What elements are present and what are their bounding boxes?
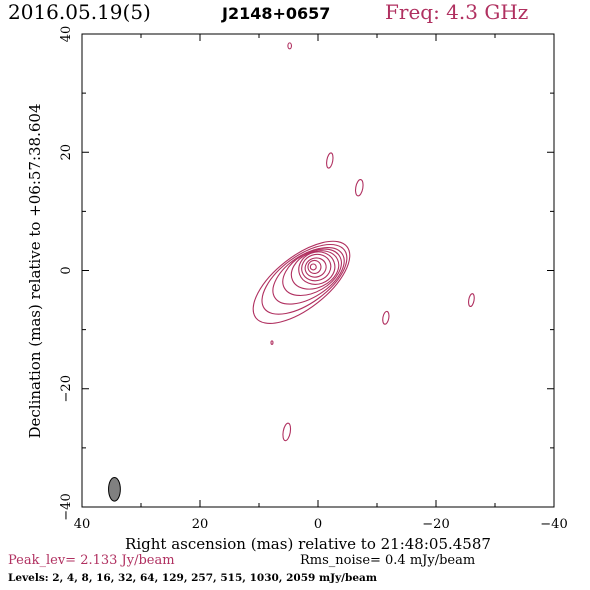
isolated-contour xyxy=(354,179,364,197)
y-tick-label: 20 xyxy=(59,144,74,161)
axes-layer xyxy=(81,33,555,508)
core-contour xyxy=(307,259,322,275)
y-tick-label: 40 xyxy=(59,26,74,43)
core-contour xyxy=(298,251,336,285)
contour-levels: Levels: 2, 4, 8, 16, 32, 64, 129, 257, 5… xyxy=(8,572,377,584)
x-axis-label: Right ascension (mas) relative to 21:48:… xyxy=(125,535,491,553)
isolated-contour xyxy=(270,340,274,345)
isolated-contour xyxy=(282,422,292,442)
tick-labels-layer: 40 20 0 −20 −40 −40 −20 0 20 40 xyxy=(59,26,568,532)
beam-layer xyxy=(108,476,121,502)
isolated-contour xyxy=(287,42,293,50)
x-tick-label: 40 xyxy=(74,517,91,532)
core-contour xyxy=(272,247,345,305)
rms-noise: Rms_noise= 0.4 mJy/beam xyxy=(300,553,476,568)
peak-level: Peak_lev= 2.133 Jy/beam xyxy=(8,553,175,568)
frequency-label: Freq: 4.3 GHz xyxy=(385,0,529,24)
core-contour xyxy=(261,243,348,315)
x-tick-label: −40 xyxy=(540,517,567,532)
isolated-contour xyxy=(382,310,390,325)
y-tick-label: 0 xyxy=(59,266,74,274)
core-contour xyxy=(290,250,340,290)
y-axis-label: Declination (mas) relative to +06:57:38.… xyxy=(26,103,44,438)
core-contour xyxy=(301,253,332,282)
isolated-contour xyxy=(326,152,334,169)
x-tick-label: 20 xyxy=(192,517,209,532)
core-contour xyxy=(252,240,351,324)
observation-date: 2016.05.19(5) xyxy=(8,0,151,24)
core-contour xyxy=(282,248,342,297)
x-tick-label: 0 xyxy=(314,517,322,532)
plot-frame xyxy=(81,33,555,508)
x-tick-label: −20 xyxy=(422,517,449,532)
isolated-contour xyxy=(467,293,475,308)
source-name: J2148+0657 xyxy=(222,4,331,23)
contours-layer xyxy=(252,42,475,442)
core-contour xyxy=(309,263,317,271)
y-tick-label: −40 xyxy=(59,493,74,520)
core-contour xyxy=(304,257,327,278)
y-tick-label: −20 xyxy=(59,375,74,402)
beam-ellipse xyxy=(108,476,121,502)
